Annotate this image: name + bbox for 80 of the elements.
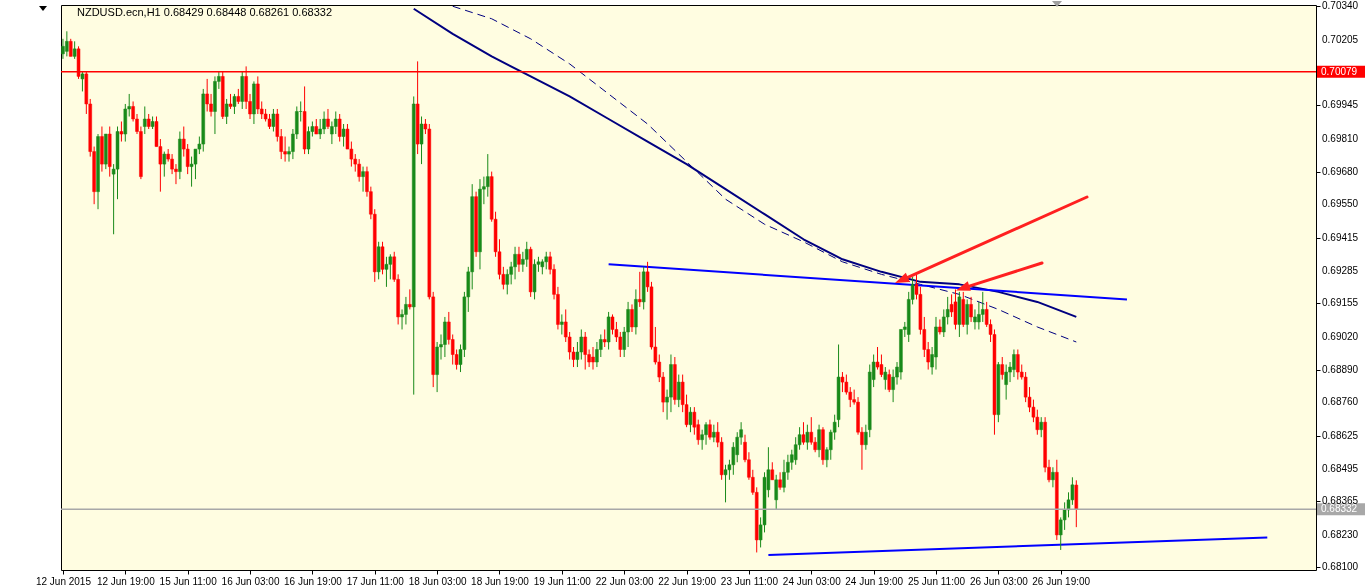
y-tick-label: 0.69680 [1322,165,1359,177]
x-tick-label: 22 Jun 03:00 [595,575,655,587]
x-tick-label: 12 Jun 19:00 [96,575,156,587]
candlestick [1016,349,1020,381]
y-tick-label: 0.69550 [1322,198,1359,210]
x-tick-label: 18 Jun 19:00 [471,575,530,587]
candlestick [123,103,128,143]
y-tick-label: 0.68625 [1322,429,1359,441]
y-tick-label: 0.69810 [1322,133,1359,145]
candlestick [1000,356,1004,381]
candlestick [80,70,85,92]
y-tick-label: 0.69285 [1322,264,1359,276]
candlestick [957,291,962,338]
candlestick [560,313,564,335]
candlestick [150,116,155,130]
candlestick [638,271,642,308]
y-tick-label: 0.70340 [1322,0,1359,12]
candlestick [583,331,587,371]
y-tick-label: 0.69155 [1322,297,1359,309]
candlestick [65,30,69,57]
candlestick [236,88,241,105]
y-tick-label: 0.69945 [1322,99,1359,111]
y-tick-label: 0.69415 [1322,232,1359,244]
y-tick-label: 0.68760 [1322,396,1359,408]
candlestick [267,113,272,130]
x-tick-label: 24 Jun 19:00 [845,575,904,587]
candlestick [677,374,681,408]
candlestick [505,268,509,295]
x-tick-label: 26 Jun 03:00 [969,575,1029,587]
candlestick [525,241,529,268]
x-tick-label: 16 Jun 19:00 [283,575,343,587]
x-tick-label: 18 Jun 03:00 [408,575,467,587]
candlestick [844,374,849,396]
candlestick [606,311,611,351]
candlestick [380,241,385,275]
x-tick-label: 22 Jun 19:00 [658,575,717,587]
candlestick [840,371,845,393]
candlestick [143,105,147,135]
candlestick [805,424,810,451]
chart-title: NZDUSD.ecn,H1 0.68429 0.68448 0.68261 0.68332 [77,6,333,18]
x-tick-label: 12 Jun 2015 [35,575,92,587]
candlestick [770,461,775,481]
candlestick [162,151,167,178]
candlestick [540,258,545,275]
y-tick-label: 0.68890 [1322,363,1359,375]
candlestick [384,256,389,288]
y-tick-label: 0.68495 [1322,462,1359,474]
y-tick-label: 0.68100 [1322,561,1359,573]
candlestick [723,464,728,503]
candlestick [408,288,412,310]
candlestick [205,78,209,112]
candlestick [256,75,260,115]
x-tick-label: 26 Jun 19:00 [1032,575,1091,587]
candlestick [712,424,716,443]
candlestick [69,38,73,57]
candlestick [357,158,361,183]
x-tick-label: 19 Jun 11:00 [533,575,592,587]
ref-line-label: 0.70079 [1321,65,1358,77]
candlestick [532,258,537,300]
y-tick-label: 0.69020 [1322,330,1359,342]
x-tick-label: 16 Jun 03:00 [221,575,280,587]
x-tick-label: 25 Jun 11:00 [907,575,966,587]
x-tick-label: 17 Jun 11:00 [346,575,405,587]
candlestick [801,421,806,446]
y-tick-label: 0.68230 [1322,528,1359,540]
y-tick-label: 0.70205 [1322,34,1359,46]
candlestick [104,133,108,170]
x-tick-label: 24 Jun 03:00 [782,575,842,587]
x-tick-label: 15 Jun 11:00 [159,575,218,587]
candlestick [119,121,124,143]
candlestick [314,118,319,135]
candlestick [232,93,237,115]
candlestick [544,251,548,270]
candlestick [809,416,813,446]
candlestick [953,288,958,330]
candlestick [306,126,311,155]
candlestick [228,93,233,110]
candlestick [302,85,307,155]
candlestick [271,108,276,133]
x-tick-label: 23 Jun 11:00 [720,575,779,587]
